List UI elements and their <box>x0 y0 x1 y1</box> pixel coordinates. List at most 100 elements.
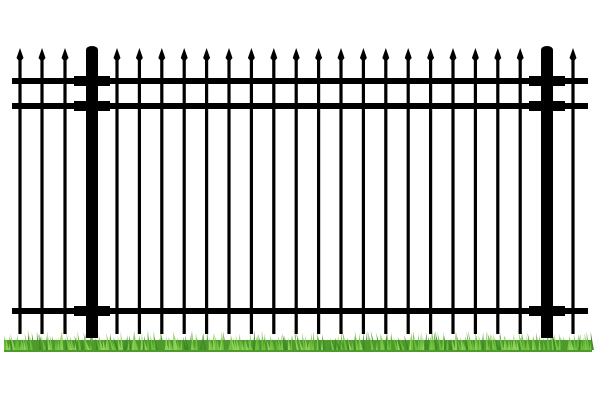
grass-blade <box>553 333 559 350</box>
picket-spear <box>404 48 412 62</box>
grass-blade <box>239 333 242 350</box>
grass-blade <box>91 335 97 350</box>
grass-blade <box>507 337 511 350</box>
grass-blade <box>364 330 368 350</box>
grass-blade <box>475 330 480 350</box>
grass-blade <box>569 337 575 350</box>
grass-blade <box>370 337 374 350</box>
grass-blade <box>483 339 487 350</box>
grass-blade <box>17 334 20 350</box>
bracket <box>529 76 565 86</box>
picket <box>40 58 44 334</box>
picket <box>227 58 231 334</box>
picket-spear <box>180 48 188 62</box>
picket-spear <box>225 48 233 62</box>
grass-blade <box>536 332 539 350</box>
grass-blade <box>448 339 454 350</box>
grass-blade <box>294 332 300 350</box>
grass-blade <box>230 335 236 350</box>
grass-blade <box>539 337 544 350</box>
grass-blade <box>417 333 421 350</box>
grass-blade <box>526 335 531 350</box>
picket <box>137 58 141 334</box>
grass-blade <box>316 330 319 350</box>
grass-blade <box>111 339 117 350</box>
grass-blade <box>465 336 469 350</box>
post <box>541 50 553 338</box>
grass-blade <box>105 339 108 350</box>
grass-blade <box>560 336 564 350</box>
picket-spear <box>113 48 121 62</box>
grass-blade <box>327 339 330 350</box>
grass-blade <box>353 334 357 350</box>
top-rail <box>12 78 588 84</box>
grass-blade <box>34 339 38 350</box>
grass-blade <box>182 336 187 350</box>
grass-blade <box>188 331 192 350</box>
picket <box>496 58 500 334</box>
grass-blade <box>254 334 258 350</box>
grass-blade <box>45 335 49 350</box>
grass-blade <box>298 337 304 350</box>
grass-blade <box>106 332 110 350</box>
picket-spear <box>38 48 46 62</box>
picket <box>182 58 186 334</box>
grass-blade <box>27 330 31 350</box>
grass-blade <box>164 339 170 350</box>
grass-blade <box>5 337 9 350</box>
grass-blade <box>419 332 423 350</box>
grass-blade <box>257 336 260 350</box>
picket-spear <box>337 48 345 62</box>
grass-blade <box>9 335 14 350</box>
grass-blade <box>184 335 190 350</box>
grass-blade <box>499 333 504 350</box>
grass-blade <box>518 330 524 350</box>
grass-blade <box>102 338 106 350</box>
picket-spear <box>516 48 524 62</box>
grass-blade <box>558 333 561 350</box>
picket-spear <box>382 48 390 62</box>
grass-blade <box>444 335 447 350</box>
grass-blade <box>428 332 432 350</box>
grass-blade <box>252 330 256 350</box>
picket-spear <box>61 48 69 62</box>
grass-blade <box>462 339 467 350</box>
picket <box>451 58 455 334</box>
grass-blade <box>446 339 449 350</box>
grass-blade <box>261 330 264 350</box>
grass-blade <box>386 333 390 350</box>
grass-blade <box>302 332 306 350</box>
grass-blade <box>362 332 366 350</box>
grass-blade <box>495 338 500 350</box>
grass-blade <box>81 338 84 350</box>
bracket <box>529 306 565 316</box>
grass-blade <box>173 332 176 350</box>
grass-blade <box>10 333 16 350</box>
grass-blade <box>510 339 513 350</box>
picket <box>384 58 388 334</box>
grass-blade <box>23 338 27 350</box>
grass-blade <box>457 338 462 350</box>
grass-blade <box>21 338 25 350</box>
picket <box>317 58 321 334</box>
picket <box>272 58 276 334</box>
grass-blade <box>472 339 476 350</box>
grass-blade <box>122 338 126 350</box>
grass-blade <box>247 338 253 350</box>
grass-blade <box>532 337 535 350</box>
grass-blade <box>66 332 71 350</box>
grass-blade <box>54 337 58 350</box>
picket <box>571 58 575 334</box>
grass-blade <box>399 338 405 350</box>
grass-blade <box>404 334 410 350</box>
grass-blade <box>233 336 238 350</box>
grass-blade <box>244 339 249 350</box>
grass-blade <box>208 336 212 350</box>
grass-blade <box>216 338 220 350</box>
grass-blade <box>376 332 381 350</box>
bracket <box>74 306 110 316</box>
grass-blade <box>84 339 91 350</box>
grass-blade <box>335 338 341 350</box>
grass-blade <box>396 338 401 350</box>
